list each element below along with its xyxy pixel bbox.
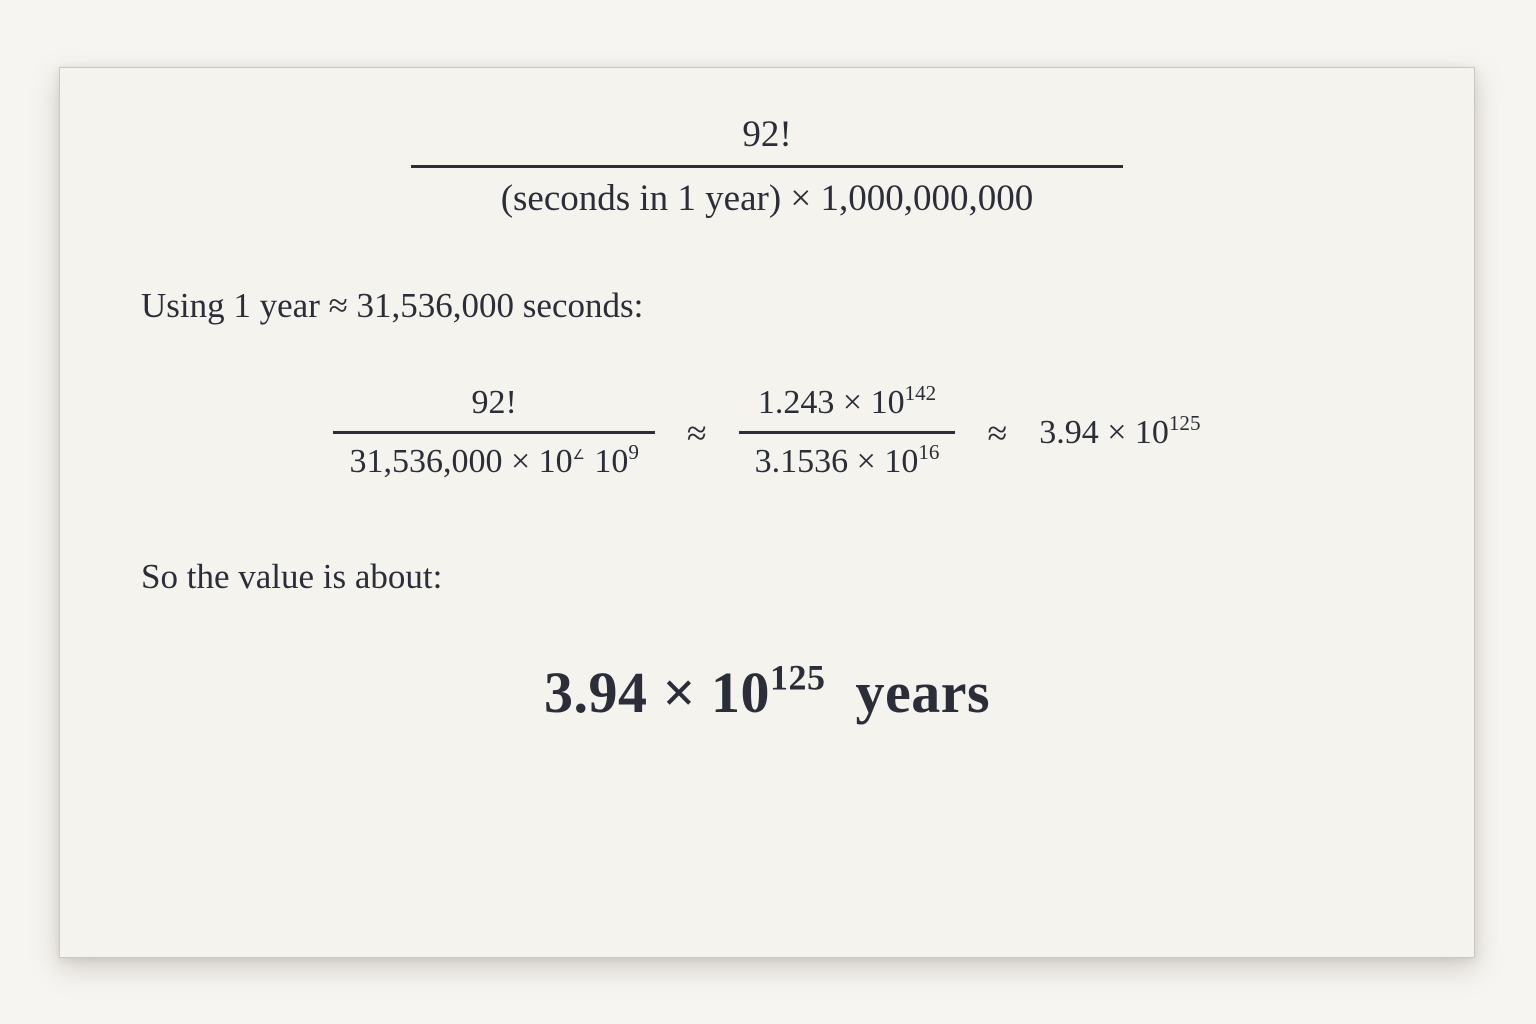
right-fraction: 1.243 × 10142 3.1536 × 1016 [738,380,956,481]
left-fraction-denominator: 31,536,000 × 10∠ 109 [333,434,654,481]
equation-result-term: 3.94 × 10125 [1039,412,1200,452]
right-fraction-denominator: 3.1536 × 1016 [739,434,956,481]
top-fraction-denominator: (seconds in 1 year) × 1,000,000,000 [500,178,1034,219]
top-formula: 92! (seconds in 1 year) × 1,000,000,000 [60,113,1474,220]
left-fraction: 92! 31,536,000 × 10∠ 109 [333,384,655,481]
final-result: 3.94 × 10125 years [60,659,1474,726]
equation-row: 92! 31,536,000 × 10∠ 109 ≈ 1.243 × 10142 … [60,380,1474,481]
den-superscript-2: 9 [628,439,639,464]
left-fraction-numerator: 92! [471,384,517,421]
final-result-superscript: 125 [770,657,826,698]
den-glitch-superscript: ∠ [572,447,585,464]
approx-symbol-2: ≈ [987,412,1008,453]
final-result-unit: years [855,660,991,725]
final-result-base: 3.94 × 10 [543,660,771,725]
top-fraction-numerator: 92! [742,114,792,155]
fraction-bar [738,431,956,434]
so-line: So the value is about: [141,557,443,596]
den-superscript: 16 [918,439,940,464]
fraction-bar [333,431,655,434]
den-base: 3.1536 × 10 [754,443,919,480]
using-line: Using 1 year ≈ 31,536,000 seconds: [141,286,644,325]
top-fraction: 92! (seconds in 1 year) × 1,000,000,000 [411,113,1123,220]
den-base: 31,536,000 × 10 [349,443,573,480]
den-base-2: 10 [594,443,629,480]
result-superscript: 125 [1168,410,1201,435]
result-base: 3.94 × 10 [1039,413,1169,451]
approx-symbol-1: ≈ [686,412,707,453]
num-base: 1.243 × 10 [757,384,905,421]
num-superscript: 142 [904,380,937,405]
fraction-bar [411,165,1123,168]
math-card: 92! (seconds in 1 year) × 1,000,000,000 … [59,67,1475,958]
right-fraction-numerator: 1.243 × 10142 [742,380,952,431]
